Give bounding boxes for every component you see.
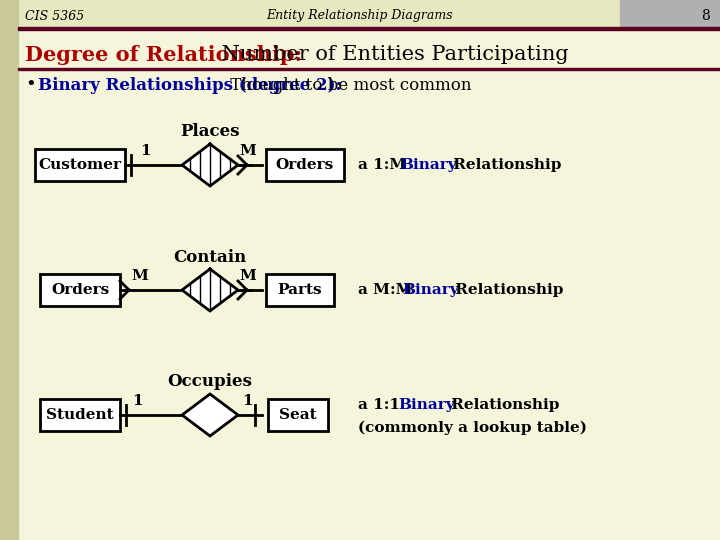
Text: Student: Student — [46, 408, 114, 422]
Text: a 1:M: a 1:M — [358, 158, 412, 172]
Text: 1: 1 — [140, 144, 150, 158]
Text: 8: 8 — [701, 9, 710, 23]
Bar — [266, 149, 344, 181]
Text: CIS 5365: CIS 5365 — [25, 10, 84, 23]
Text: Parts: Parts — [278, 283, 323, 297]
Text: Binary: Binary — [402, 283, 459, 297]
Text: Entity Relationship Diagrams: Entity Relationship Diagrams — [266, 10, 454, 23]
Text: a 1:1: a 1:1 — [358, 398, 405, 412]
Text: Relationship: Relationship — [448, 158, 562, 172]
Text: Binary: Binary — [398, 398, 454, 412]
Text: Orders: Orders — [276, 158, 334, 172]
Text: Number of Entities Participating: Number of Entities Participating — [215, 45, 569, 64]
Text: 1: 1 — [132, 394, 143, 408]
Bar — [18, 68, 720, 70]
Bar — [268, 399, 328, 431]
Text: Degree of Relationship:: Degree of Relationship: — [25, 45, 302, 65]
Text: M: M — [240, 144, 256, 158]
Polygon shape — [182, 394, 238, 436]
Bar — [0, 0, 18, 540]
Text: Relationship: Relationship — [450, 283, 563, 297]
Text: Places: Places — [180, 124, 240, 140]
Text: (commonly a lookup table): (commonly a lookup table) — [358, 421, 587, 435]
Text: M: M — [132, 269, 148, 283]
Text: a M:M: a M:M — [358, 283, 418, 297]
Text: Thought to be most common: Thought to be most common — [225, 77, 472, 93]
Bar — [18, 27, 720, 30]
Text: Binary Relationships (degree 2):: Binary Relationships (degree 2): — [38, 77, 341, 93]
Text: •: • — [25, 76, 36, 94]
Text: M: M — [240, 269, 256, 283]
Polygon shape — [182, 144, 238, 186]
Bar — [0, 0, 720, 28]
Text: 1: 1 — [243, 394, 253, 408]
Polygon shape — [182, 269, 238, 311]
Text: Seat: Seat — [279, 408, 317, 422]
Text: Relationship: Relationship — [446, 398, 559, 412]
Text: Orders: Orders — [51, 283, 109, 297]
Bar — [35, 149, 125, 181]
Bar — [266, 274, 334, 306]
Text: Occupies: Occupies — [168, 374, 253, 390]
Text: Contain: Contain — [174, 248, 247, 266]
Text: Customer: Customer — [38, 158, 122, 172]
Text: Binary: Binary — [400, 158, 456, 172]
Bar — [40, 399, 120, 431]
Bar — [40, 274, 120, 306]
Bar — [620, 0, 720, 28]
